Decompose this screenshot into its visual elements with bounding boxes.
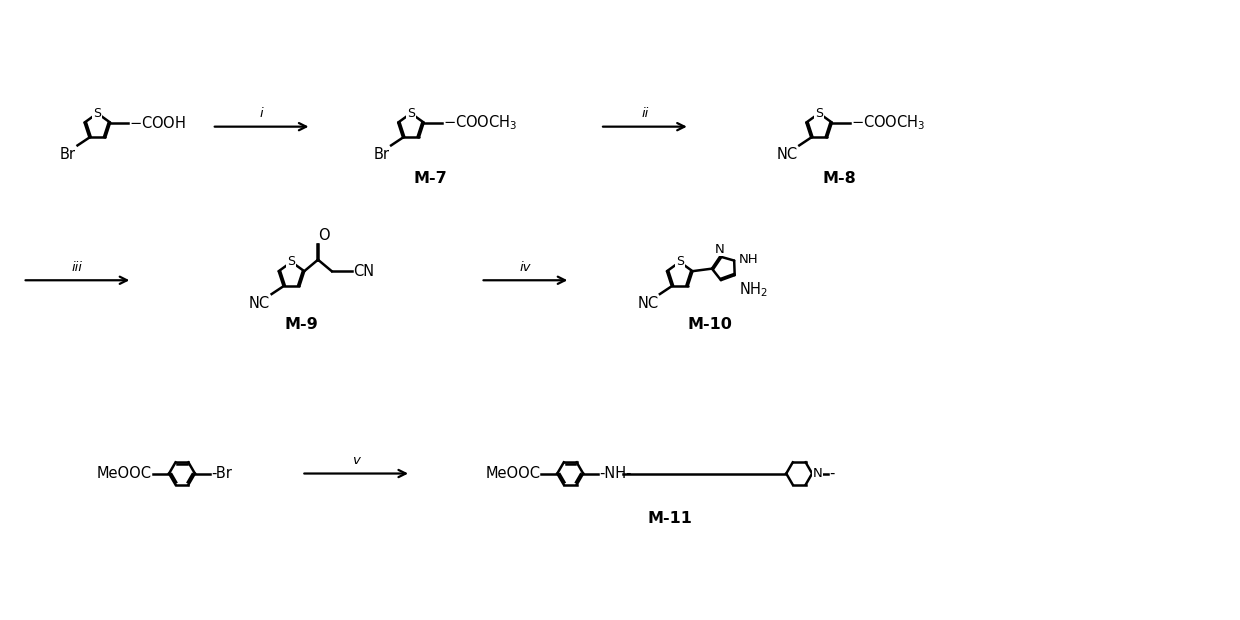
Text: MeOOC: MeOOC: [97, 466, 153, 481]
Text: v: v: [352, 454, 360, 467]
Text: S: S: [815, 107, 823, 120]
Text: ii: ii: [641, 107, 649, 120]
Text: iv: iv: [520, 261, 531, 274]
Text: M-8: M-8: [822, 170, 856, 186]
Text: -: -: [830, 466, 835, 481]
Text: O: O: [319, 228, 330, 243]
Text: NC: NC: [776, 147, 797, 162]
Text: -Br: -Br: [211, 466, 232, 481]
Text: $-$COOCH$_3$: $-$COOCH$_3$: [443, 113, 517, 132]
Text: M-7: M-7: [414, 170, 448, 186]
Text: S: S: [407, 107, 415, 120]
Text: $-$COOH: $-$COOH: [129, 115, 186, 131]
Text: M-9: M-9: [284, 317, 319, 332]
Text: -NH-: -NH-: [599, 466, 631, 481]
Text: NC: NC: [249, 296, 270, 311]
Text: iii: iii: [72, 261, 83, 274]
Text: CN: CN: [353, 264, 374, 278]
Text: MeOOC: MeOOC: [485, 466, 541, 481]
Text: Br: Br: [60, 147, 76, 162]
Text: N: N: [714, 242, 724, 255]
Text: NH$_2$: NH$_2$: [739, 280, 768, 299]
Text: M-11: M-11: [647, 511, 692, 526]
Text: M-10: M-10: [687, 317, 732, 332]
Text: S: S: [676, 255, 683, 268]
Text: S: S: [288, 255, 295, 268]
Text: $-$COOCH$_3$: $-$COOCH$_3$: [851, 113, 925, 132]
Text: NH: NH: [739, 253, 759, 266]
Text: NC: NC: [637, 296, 658, 311]
Text: N: N: [812, 467, 822, 480]
Text: S: S: [93, 107, 102, 120]
Text: i: i: [260, 107, 263, 120]
Text: Br: Br: [373, 147, 389, 162]
